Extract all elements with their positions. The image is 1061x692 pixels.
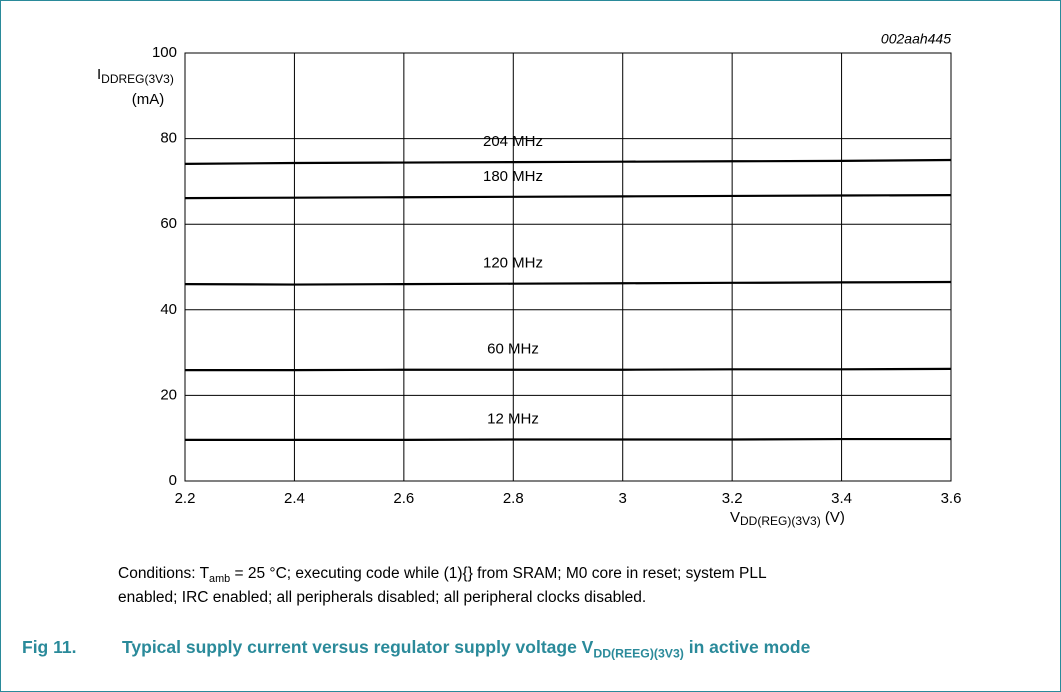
x-tick-label: 2.2	[175, 490, 196, 507]
caption-title-sub: DD(REEG)(3V3)	[593, 646, 684, 661]
x-label-main: V	[730, 509, 740, 526]
conditions-line2: enabled; IRC enabled; all peripherals di…	[118, 589, 647, 606]
x-tick-label: 2.8	[503, 490, 524, 507]
x-tick-label: 2.4	[284, 490, 305, 507]
series-label: 204 MHz	[483, 133, 543, 150]
y-tick-label: 0	[169, 472, 177, 489]
series-line	[185, 367, 952, 372]
caption-title-end: in active mode	[683, 637, 811, 657]
conditions-start: Conditions: T	[118, 565, 210, 582]
caption-number: Fig 11.	[22, 637, 77, 657]
x-label-unit: (V)	[825, 509, 845, 526]
series-line	[185, 437, 951, 442]
series-label: 60 MHz	[487, 341, 539, 358]
y-tick-label: 60	[160, 215, 177, 232]
x-tick-label: 3.2	[722, 490, 743, 507]
conditions-rest: = 25 °C; executing code while (1){} from…	[230, 565, 767, 582]
y-label-main: I	[97, 66, 101, 83]
series-line	[184, 280, 952, 286]
plot-frame	[184, 52, 952, 482]
series-line	[184, 158, 952, 165]
x-tick-label: 3	[619, 490, 627, 507]
y-axis-label: IDDREG(3V3)	[97, 66, 174, 86]
series-label: 180 MHz	[483, 168, 543, 185]
conditions: Conditions: Tamb = 25 °C; executing code…	[118, 562, 767, 610]
y-tick-label: 40	[160, 301, 177, 318]
y-tick-label: 100	[152, 44, 177, 61]
y-axis-unit: (mA)	[132, 91, 165, 108]
series-line	[184, 193, 952, 200]
conditions-sub: amb	[209, 572, 231, 585]
x-label-sub: DD(REG)(3V3)	[740, 514, 821, 528]
x-tick-label: 2.6	[393, 490, 414, 507]
y-label-sub: DDREG(3V3)	[101, 72, 174, 86]
x-axis-label: VDD(REG)(3V3) (V)	[730, 509, 845, 528]
y-tick-label: 80	[160, 130, 177, 147]
series-label: 120 MHz	[483, 255, 543, 272]
y-tick-label: 20	[160, 386, 177, 403]
chart: 002aah445 IDDREG(3V3) (mA) VDD(REG)(3V3)…	[97, 31, 962, 528]
caption-title-start: Typical supply current versus regulator …	[122, 637, 594, 657]
series-label: 12 MHz	[487, 410, 539, 427]
caption: Fig 11. Typical supply current versus re…	[22, 636, 1032, 661]
x-tick-label: 3.6	[941, 490, 962, 507]
x-tick-label: 3.4	[831, 490, 852, 507]
figure-code: 002aah445	[881, 31, 951, 47]
caption-title: Typical supply current versus regulator …	[122, 636, 1012, 661]
